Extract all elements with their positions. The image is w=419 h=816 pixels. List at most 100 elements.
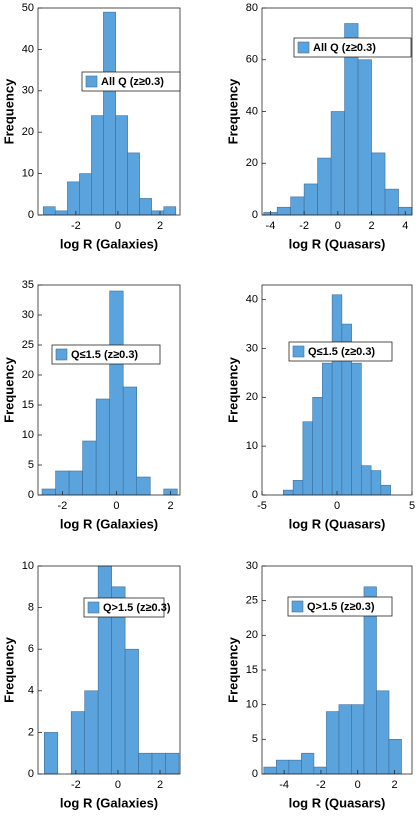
x-axis-label: log R (Galaxies)	[60, 516, 158, 531]
legend-box	[81, 71, 181, 92]
bar	[371, 152, 386, 216]
x-tick-label: 0	[334, 500, 340, 512]
legend-label: All Q (z≥0.3)	[313, 42, 376, 54]
y-axis-label: Frequency	[225, 78, 240, 145]
bar	[68, 470, 83, 496]
y-tick-label: 10	[246, 440, 258, 452]
bar	[326, 711, 340, 775]
x-tick-label: 2	[368, 220, 374, 232]
bar	[103, 11, 116, 216]
y-tick-label: 5	[252, 733, 258, 745]
y-axis-label: Frequency	[225, 636, 240, 703]
x-tick-label: -4	[279, 779, 289, 791]
bar	[276, 206, 291, 216]
bar	[290, 196, 305, 216]
y-tick-label: 10	[22, 560, 34, 572]
legend-label: Q>1.5 (z≥0.3)	[103, 602, 171, 614]
y-tick-label: 6	[28, 643, 34, 655]
y-tick-label: 30	[246, 342, 258, 354]
bar	[70, 711, 86, 775]
bar	[122, 386, 138, 496]
legend-box	[287, 596, 393, 617]
x-axis-label: log R (Galaxies)	[60, 795, 158, 810]
y-tick-label: 10	[22, 429, 34, 441]
bar	[388, 739, 402, 775]
y-tick-label: 20	[22, 126, 34, 138]
bar	[151, 752, 166, 775]
bar	[380, 484, 391, 496]
bar	[44, 732, 59, 775]
bar	[302, 421, 313, 496]
x-tick-label: 5	[409, 500, 415, 512]
y-tick-label: 20	[246, 391, 258, 403]
y-tick-label: 2	[28, 726, 34, 738]
bar	[317, 157, 332, 216]
y-tick-label: 40	[22, 43, 34, 55]
y-axis-label: Frequency	[1, 356, 16, 423]
bar	[139, 198, 152, 216]
x-tick-label: -5	[257, 500, 267, 512]
y-tick-label: 20	[246, 157, 258, 169]
y-tick-label: 40	[246, 105, 258, 117]
x-tick-label: 0	[355, 779, 361, 791]
bar	[313, 766, 327, 775]
x-tick-label: -2	[316, 779, 326, 791]
y-tick-label: 25	[246, 595, 258, 607]
legend-swatch	[87, 601, 100, 614]
bar	[312, 397, 323, 496]
bar	[124, 648, 139, 775]
x-tick-label: 0	[113, 500, 119, 512]
bar	[351, 704, 365, 775]
y-tick-label: 0	[252, 768, 258, 780]
y-tick-label: 30	[246, 560, 258, 572]
legend-swatch	[291, 600, 304, 613]
x-tick-label: 2	[391, 779, 397, 791]
bar	[338, 704, 352, 775]
bar	[301, 752, 315, 775]
x-tick-label: -2	[71, 779, 81, 791]
x-tick-label: -2	[299, 220, 309, 232]
y-tick-label: 20	[22, 369, 34, 381]
legend-box	[51, 344, 161, 365]
bar	[283, 489, 294, 496]
bar	[91, 115, 104, 216]
bar	[41, 488, 56, 496]
x-tick-label: -2	[57, 500, 67, 512]
bar	[115, 115, 128, 216]
bar	[303, 183, 318, 216]
bar	[138, 752, 153, 775]
axes-box	[37, 565, 181, 775]
bar	[292, 480, 304, 496]
legend-label: All Q (z≥0.3)	[101, 76, 164, 88]
legend-label: Q≤1.5 (z≥0.3)	[308, 346, 375, 358]
bar	[331, 294, 343, 496]
bar	[263, 766, 277, 775]
x-tick-label: -2	[71, 220, 81, 232]
y-tick-label: 10	[22, 168, 34, 180]
legend-swatch	[297, 41, 310, 54]
y-tick-label: 50	[22, 2, 34, 14]
y-tick-label: 5	[28, 459, 34, 471]
y-tick-label: 15	[22, 399, 34, 411]
x-axis-label: log R (Galaxies)	[60, 236, 158, 251]
bar	[165, 752, 180, 775]
y-tick-label: 35	[22, 279, 34, 291]
x-axis-label: log R (Quasars)	[289, 795, 386, 810]
bar	[42, 206, 56, 216]
bar	[67, 181, 80, 216]
x-tick-label: -4	[266, 220, 276, 232]
y-tick-label: 20	[246, 629, 258, 641]
x-axis-label: log R (Quasars)	[289, 236, 386, 251]
y-tick-label: 10	[246, 699, 258, 711]
y-tick-label: 0	[28, 768, 34, 780]
y-axis-label: Frequency	[1, 636, 16, 703]
bar	[54, 210, 68, 216]
bar	[127, 152, 140, 216]
y-tick-label: 0	[252, 489, 258, 501]
bar	[357, 59, 372, 216]
legend-swatch	[292, 345, 305, 358]
x-tick-label: 2	[157, 779, 163, 791]
y-tick-label: 0	[28, 489, 34, 501]
y-tick-label: 30	[22, 309, 34, 321]
